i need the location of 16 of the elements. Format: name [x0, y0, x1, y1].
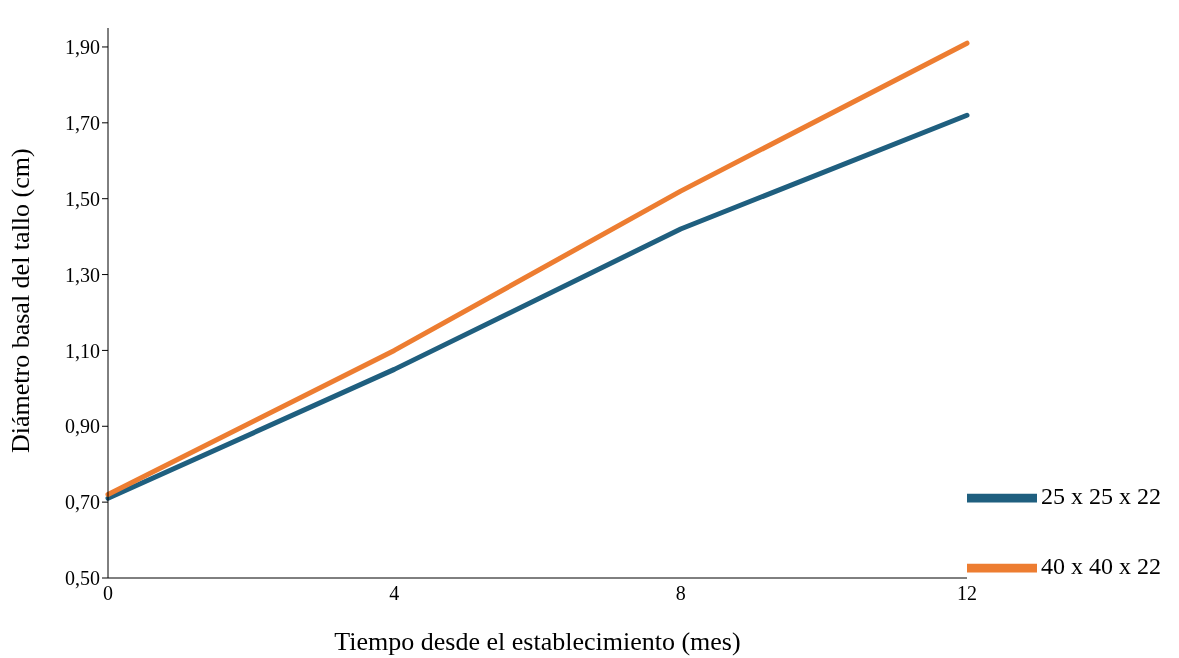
y-axis-title: Diámetro basal del tallo (cm) [6, 148, 36, 453]
y-tick-label: 0,70 [65, 491, 100, 514]
legend-label: 40 x 40 x 22 [1041, 552, 1161, 579]
x-tick-label: 4 [389, 582, 400, 605]
x-tick-label: 12 [957, 582, 977, 605]
y-tick-label: 1,70 [65, 111, 100, 134]
legend-label: 25 x 25 x 22 [1041, 482, 1161, 509]
y-tick-label: 1,90 [65, 36, 100, 59]
x-tick-label: 0 [103, 582, 113, 605]
y-tick-label: 1,10 [65, 339, 100, 362]
y-tick-label: 0,50 [65, 567, 100, 590]
y-tick-label: 1,30 [65, 263, 100, 286]
y-tick-label: 0,90 [65, 415, 100, 438]
y-tick-label: 1,50 [65, 187, 100, 210]
x-axis-title: Tiempo desde el establecimiento (mes) [334, 627, 741, 656]
x-tick-label: 8 [675, 582, 686, 605]
